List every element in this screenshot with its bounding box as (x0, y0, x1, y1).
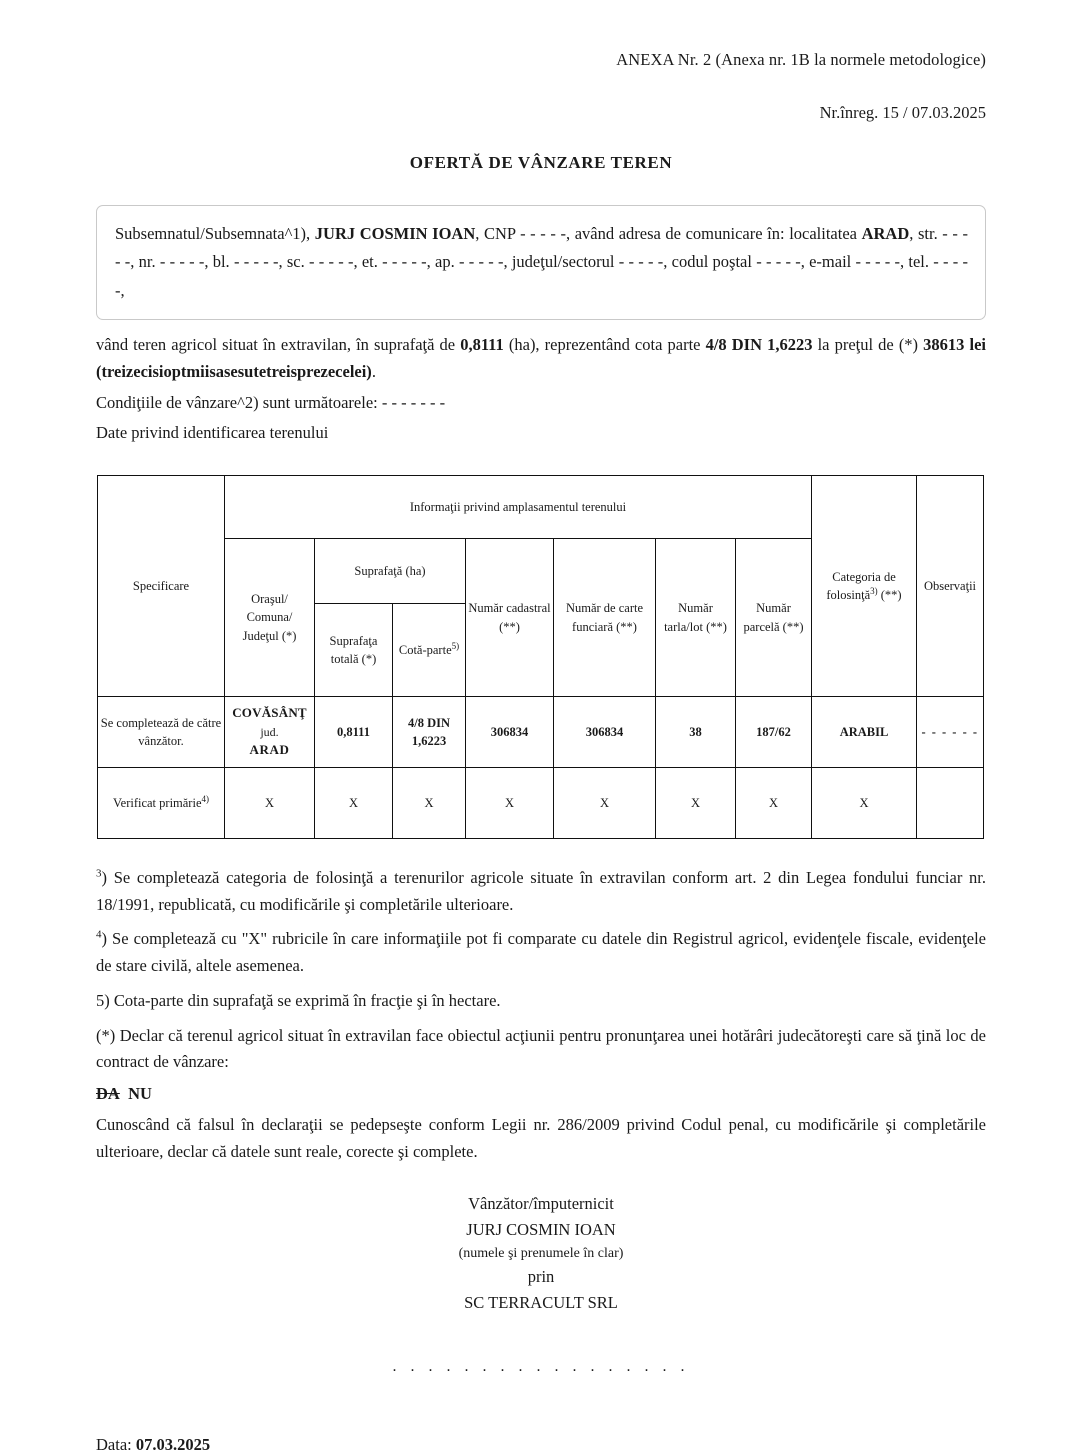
check-numar-carte-funciara: X (553, 767, 656, 839)
cell-suprafata-totala: 0,8111 (314, 696, 393, 768)
header-cota-parte-text: Cotă-parte (398, 642, 452, 657)
registration-number: Nr.înreg. 15 / 07.03.2025 (819, 103, 986, 122)
footnote-star: (*) Declar că terenul agricol situat în … (96, 1025, 986, 1072)
header-categoria-folosinta-text: Categoria de folosinţă (826, 569, 896, 602)
header-categoria-folosinta: Categoria de folosinţă3) (**) (811, 475, 917, 697)
declarant-address: , str. - - - - -, nr. - - - - -, bl. - -… (115, 224, 969, 300)
sale-conditions-line: Condiţiile de vânzare^2) sunt următoarel… (96, 392, 446, 412)
footnote-3: 3) Se completează categoria de folosinţă… (96, 865, 986, 918)
table-header-row-1: Specificare Informaţii privind amplasame… (97, 475, 984, 697)
signature-role: Vânzător/împuternicit (468, 1194, 614, 1214)
table-row: Se completează de către vânzător. COVĂSÂ… (97, 696, 984, 768)
document-content: ANEXA Nr. 2 (Anexa nr. 1B la normele met… (96, 0, 986, 1455)
header-categoria-folosinta-tail: (**) (877, 588, 902, 602)
header-numar-cadastral: Număr cadastral (**) (465, 538, 554, 697)
signature-company: SC TERRACULT SRL (464, 1292, 618, 1312)
cell-locality: COVĂSÂNŢ jud. ARAD (224, 696, 315, 768)
footnote-4: 4) Se completează cu "X" rubricile în ca… (96, 926, 986, 979)
document-date: Data: 07.03.2025 (96, 1435, 986, 1455)
table-header-row-3: Suprafaţa totală (*) Cotă-parte5) (98, 603, 984, 697)
check-numar-tarla: X (655, 767, 736, 839)
declarant-paragraph: Subsemnatul/Subsemnata^1), JURJ COSMIN I… (115, 220, 968, 305)
land-details-table: Specificare Informaţii privind amplasame… (97, 475, 984, 839)
cell-cota-parte: 4/8 DIN 1,6223 (392, 696, 466, 768)
header-numar-tarla: Număr tarla/lot (**) (655, 538, 736, 697)
row-label-cityhall-text: Verificat primărie (113, 795, 202, 810)
table-header-row-2: Oraşul/ Comuna/ Judeţul (*) Suprafaţă (h… (98, 538, 984, 697)
check-suprafata-totala: X (314, 767, 393, 839)
signature-line: . . . . . . . . . . . . . . . . . (392, 1358, 690, 1376)
footnote-5: 5) Cota-parte din suprafaţă se exprimă î… (96, 990, 501, 1010)
signature-prin: prin (527, 1267, 555, 1287)
date-label: Data: (96, 1435, 136, 1455)
cell-locality-name: COVĂSÂNŢ (232, 704, 307, 720)
surface-value: 0,8111 (460, 335, 504, 355)
header-info-amplasament: Informaţii privind amplasamentul terenul… (224, 475, 812, 539)
check-numar-cadastral: X (465, 767, 554, 839)
land-identification-heading: Date privind identificarea terenului (96, 423, 329, 443)
cell-numar-tarla: 38 (655, 696, 736, 768)
page-title: OFERTĂ DE VÂNZARE TEREN (409, 153, 673, 172)
sale-description-paragraph: vând teren agricol situat în extravilan,… (96, 332, 986, 385)
header-suprafata-ha: Suprafaţă (ha) (314, 538, 466, 604)
cell-numar-cadastral: 306834 (465, 696, 554, 768)
vand-text-3: la preţul de (*) (812, 335, 924, 355)
share-value: 4/8 DIN 1,6223 (705, 335, 813, 355)
header-cota-parte-sup: 5) (451, 640, 460, 651)
row-label-seller: Se completează de către vânzător. (97, 696, 225, 768)
check-cota-parte: X (392, 767, 466, 839)
header-observatii: Observaţii (916, 475, 984, 697)
vand-text-1: vând teren agricol situat în extravilan,… (96, 335, 461, 355)
da-nu-choice: DA NU (96, 1084, 986, 1104)
signature-hint: (numele şi prenumele în clar) (458, 1245, 624, 1261)
header-numar-parcela: Număr parcelă (**) (735, 538, 812, 697)
header-cota-parte: Cotă-parte5) (392, 603, 466, 697)
anexa-reference: ANEXA Nr. 2 (Anexa nr. 1B la normele met… (616, 50, 986, 69)
cell-numar-parcela: 187/62 (735, 696, 812, 768)
cell-numar-carte-funciara: 306834 (553, 696, 656, 768)
declarant-locality: ARAD (861, 224, 910, 243)
declarant-name: JURJ COSMIN IOAN (314, 224, 476, 243)
document-page: ANEXA Nr. 2 (Anexa nr. 1B la normele met… (96, 50, 986, 1454)
option-nu[interactable]: NU (128, 1084, 152, 1104)
header-categoria-folosinta-sup: 3) (870, 585, 878, 596)
cell-locality-jud: jud. (260, 724, 279, 739)
footnotes-section: 3) Se completează categoria de folosinţă… (96, 865, 986, 1165)
signature-block: Vânzător/împuternicit JURJ COSMIN IOAN (… (96, 1191, 986, 1380)
header-oras-comuna-judet: Oraşul/ Comuna/ Judeţul (*) (224, 538, 315, 697)
declarant-after-name: , CNP - - - - -, având adresa de comunic… (475, 224, 862, 243)
check-categoria-folosinta: X (811, 767, 917, 839)
check-locality: X (224, 767, 315, 839)
row-label-cityhall-sup: 4) (201, 793, 210, 804)
header-specificare: Specificare (97, 475, 225, 697)
price-value: 38613 lei (treizecisioptmiisasesutetreis… (96, 335, 986, 381)
date-value: 07.03.2025 (135, 1435, 211, 1455)
signature-name: JURJ COSMIN IOAN (466, 1220, 616, 1240)
vand-text-4: . (371, 361, 376, 381)
footnote-4-marker: 4 (96, 928, 102, 941)
cell-observatii: - - - - - - (916, 696, 984, 768)
vand-text-2: (ha), reprezentând cota parte (503, 335, 706, 355)
cell-locality-county: ARAD (249, 742, 290, 758)
footnote-final: Cunoscând că falsul în declaraţii se ped… (96, 1115, 986, 1161)
header-numar-carte-funciara: Număr de carte funciară (**) (553, 538, 656, 697)
check-observatii (916, 767, 984, 839)
footnote-4-text: ) Se completează cu "X" rubricile în car… (96, 929, 986, 976)
cell-categoria-folosinta: ARABIL (811, 696, 917, 768)
declarant-prefix: Subsemnatul/Subsemnata^1), (115, 224, 315, 243)
option-da[interactable]: DA (96, 1084, 120, 1104)
check-numar-parcela: X (735, 767, 812, 839)
table-row: Verificat primărie4) X X X X X X X X (97, 767, 984, 839)
row-label-cityhall: Verificat primărie4) (97, 767, 225, 839)
declarant-box: Subsemnatul/Subsemnata^1), JURJ COSMIN I… (96, 205, 986, 321)
footnote-3-text: ) Se completează categoria de folosinţă … (96, 868, 986, 914)
header-suprafata-totala: Suprafaţa totală (*) (314, 603, 393, 697)
footnote-3-marker: 3 (96, 867, 102, 880)
